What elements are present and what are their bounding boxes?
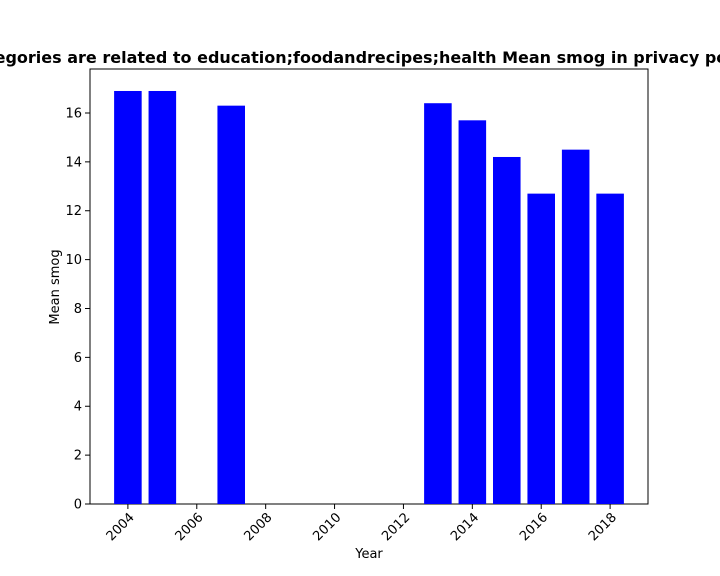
- y-tick-label: 2: [74, 449, 82, 464]
- bar-2014: [458, 120, 487, 504]
- x-tick-label: 2018: [586, 510, 620, 544]
- bar-2016: [527, 193, 555, 504]
- y-tick-label: 16: [65, 106, 82, 121]
- x-tick-label: 2014: [448, 510, 482, 544]
- x-tick-label: 2006: [173, 510, 207, 544]
- plot-area-frame: [89, 68, 649, 505]
- x-tick-label: 2016: [517, 510, 551, 544]
- bar-2005: [148, 90, 177, 505]
- bar-2018: [596, 193, 624, 504]
- x-tick-label: 2004: [104, 510, 138, 544]
- bar-2007: [217, 105, 245, 504]
- y-tick-label: 8: [74, 302, 82, 317]
- chart-title: Categories are related to education;food…: [0, 48, 720, 67]
- y-tick-label: 4: [74, 400, 82, 415]
- y-tick-label: 10: [65, 253, 82, 268]
- x-tick-label: 2010: [310, 510, 344, 544]
- bars-group: [114, 90, 624, 505]
- x-tick-label: 2008: [241, 510, 275, 544]
- y-tick-label: 0: [74, 498, 82, 513]
- y-axis-label: Mean smog: [48, 249, 63, 324]
- y-tick-label: 12: [65, 204, 82, 219]
- bar-2013: [424, 103, 452, 505]
- bar-2004: [114, 90, 142, 505]
- y-tick-label: 6: [74, 351, 82, 366]
- y-tick-label: 14: [65, 155, 82, 170]
- x-tick-label: 2012: [379, 510, 413, 544]
- bar-2017: [561, 149, 590, 504]
- y-axis-ticks: 0 2 4 6 8 10 12 14 16: [65, 106, 90, 513]
- x-axis-ticks: 2004 2006 2008 2010 2012 2014 2016 2018: [104, 504, 620, 544]
- x-axis-label: Year: [354, 547, 383, 562]
- bar-2015: [493, 156, 521, 505]
